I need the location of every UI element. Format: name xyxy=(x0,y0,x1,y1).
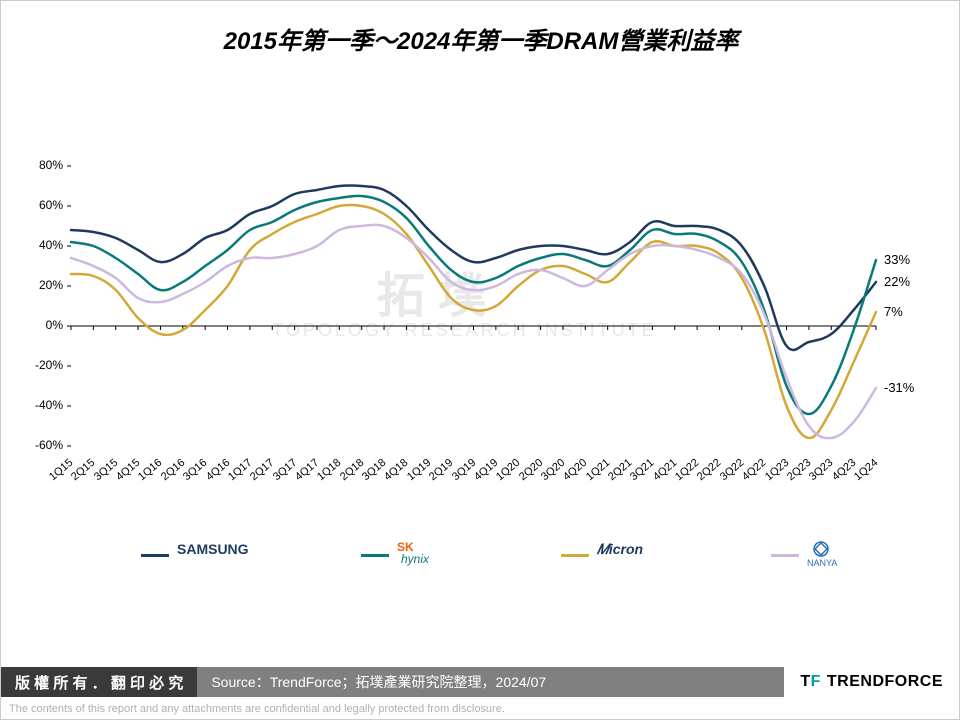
y-tick-label: 60% xyxy=(1,198,63,212)
svg-text:hynix: hynix xyxy=(401,552,430,566)
series-end-label: -31% xyxy=(884,380,914,395)
y-tick-label: 20% xyxy=(1,278,63,292)
y-tick-label: 0% xyxy=(1,318,63,332)
legend-item: SAMSUNG xyxy=(141,541,267,569)
y-tick-label: -40% xyxy=(1,398,63,412)
legend-swatch xyxy=(361,554,389,557)
footer-logo-text: TRENDFORCE xyxy=(827,673,943,691)
series-end-label: 33% xyxy=(884,252,910,267)
trendforce-icon: TF xyxy=(800,673,821,691)
legend-swatch xyxy=(141,554,169,557)
line-chart xyxy=(1,1,960,720)
legend-swatch xyxy=(771,554,799,557)
legend-logo-icon: SKhynix xyxy=(397,541,487,569)
footer-logo: TF TRENDFORCE xyxy=(784,667,959,697)
svg-text:SAMSUNG: SAMSUNG xyxy=(177,541,249,557)
y-tick-label: -20% xyxy=(1,358,63,372)
footer-confidential: The contents of this report and any atta… xyxy=(9,703,505,715)
legend-logo-icon: SAMSUNG xyxy=(177,541,267,569)
legend-logo-icon: 𝑀icron xyxy=(597,541,687,569)
svg-text:𝑀icron: 𝑀icron xyxy=(597,541,643,557)
footer-bar: 版 權 所 有 ． 翻 印 必 究 Source：TrendForce；拓墣產業… xyxy=(1,667,959,697)
chart-container: 2015年第一季～2024年第一季DRAM營業利益率 拓 墣 TOPOLOGY … xyxy=(0,0,960,720)
series-end-label: 7% xyxy=(884,304,903,319)
series-end-label: 22% xyxy=(884,274,910,289)
footer-source: Source：TrendForce；拓墣產業研究院整理，2024/07 xyxy=(197,667,784,697)
y-tick-label: 40% xyxy=(1,238,63,252)
legend-item: NANYA xyxy=(771,541,897,569)
svg-text:NANYA: NANYA xyxy=(807,558,837,568)
legend-swatch xyxy=(561,554,589,557)
legend-item: SKhynix xyxy=(361,541,487,569)
y-tick-label: -60% xyxy=(1,438,63,452)
legend-logo-icon: NANYA xyxy=(807,541,897,569)
footer-copyright: 版 權 所 有 ． 翻 印 必 究 xyxy=(1,667,197,697)
y-tick-label: 80% xyxy=(1,158,63,172)
legend-item: 𝑀icron xyxy=(561,541,687,569)
